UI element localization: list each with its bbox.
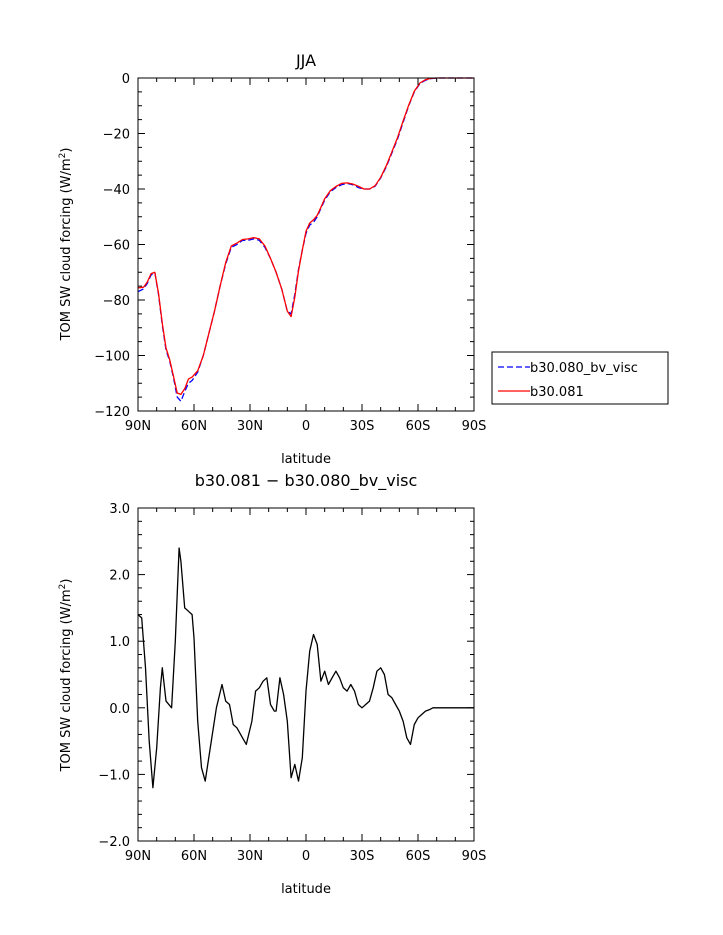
x-tick-label: 90N xyxy=(125,849,151,864)
top-chart-title: JJA xyxy=(295,51,316,70)
series-line-b30-081 xyxy=(137,77,474,396)
y-tick-label: 0 xyxy=(122,72,130,87)
y-tick-label: 1.0 xyxy=(109,635,130,650)
x-tick-label: 60S xyxy=(406,419,431,434)
legend-label: b30.081 xyxy=(530,385,584,400)
top-chart-ylabel: TOM SW cloud forcing (W/m2) xyxy=(58,148,74,342)
y-tick-label: −60 xyxy=(103,239,130,254)
y-tick-label: −120 xyxy=(94,405,130,420)
legend: b30.080_bv_visc b30.081 xyxy=(491,351,669,405)
y-tick-label: −80 xyxy=(103,294,130,309)
y-tick-label: 0.0 xyxy=(109,702,130,717)
bottom-chart-xlabel: latitude xyxy=(281,882,331,897)
y-tick-label: −20 xyxy=(103,128,130,143)
legend-entry-b30-080-bv-visc: b30.080_bv_visc xyxy=(498,361,638,376)
top-chart-panel: JJA TOM SW cloud forcing (W/m2) latitude… xyxy=(58,51,486,467)
y-tick-label: −1.0 xyxy=(98,768,130,783)
bottom-chart-panel: b30.081 − b30.080_bv_visc TOM SW cloud f… xyxy=(58,471,486,897)
x-tick-label: 90S xyxy=(462,419,487,434)
series-line-difference xyxy=(137,547,474,789)
legend-entry-b30-081: b30.081 xyxy=(498,385,584,400)
x-tick-label: 60N xyxy=(181,419,207,434)
x-tick-label: 30N xyxy=(237,849,263,864)
bottom-chart-ylabel: TOM SW cloud forcing (W/m2) xyxy=(58,579,74,773)
x-tick-label: 60N xyxy=(181,849,207,864)
x-tick-label: 0 xyxy=(302,849,310,864)
x-tick-label: 30S xyxy=(350,849,375,864)
x-tick-label: 90S xyxy=(462,849,487,864)
x-tick-label: 60S xyxy=(406,849,431,864)
x-tick-label: 90N xyxy=(125,419,151,434)
y-tick-label: −2.0 xyxy=(98,835,130,850)
y-tick-label: 3.0 xyxy=(109,502,130,517)
y-tick-label: −40 xyxy=(103,183,130,198)
top-chart-xlabel: latitude xyxy=(281,452,331,467)
x-tick-label: 0 xyxy=(302,419,310,434)
x-tick-label: 30S xyxy=(350,419,375,434)
y-tick-label: 2.0 xyxy=(109,569,130,584)
legend-label: b30.080_bv_visc xyxy=(530,361,638,376)
legend-box xyxy=(491,351,669,405)
x-tick-label: 30N xyxy=(237,419,263,434)
bottom-chart-title: b30.081 − b30.080_bv_visc xyxy=(195,471,418,491)
y-tick-label: −100 xyxy=(94,350,130,365)
